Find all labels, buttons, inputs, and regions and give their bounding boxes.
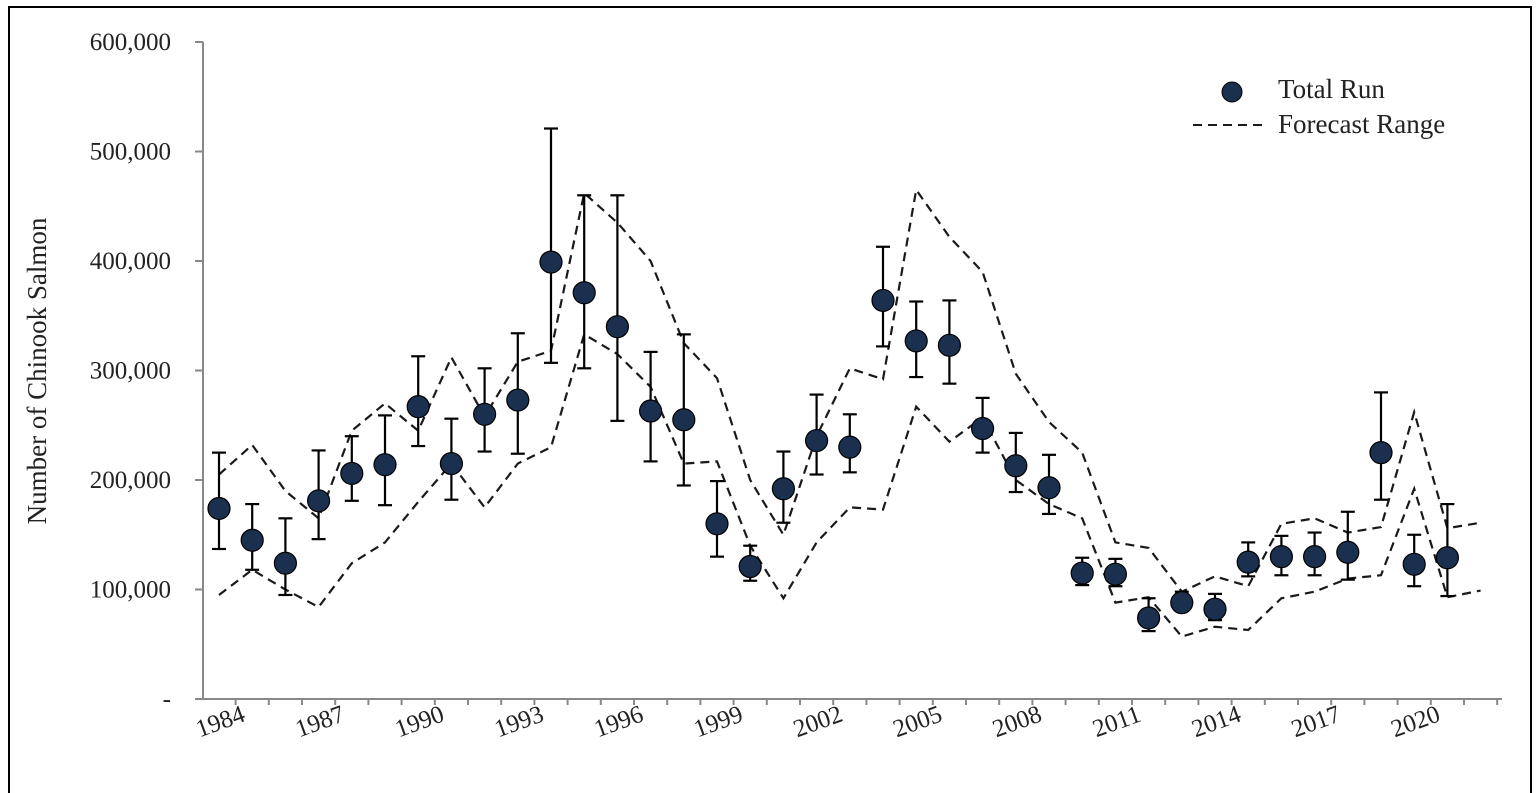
total-run-point [539, 250, 563, 274]
total-run-point [307, 489, 331, 513]
y-tick-label: 300,000 [90, 358, 171, 385]
total-run-point [473, 402, 497, 426]
total-run-point [1302, 545, 1327, 569]
total-run-point [1170, 591, 1194, 615]
total-run-point [207, 496, 231, 521]
y-ticks: - 100,000 200,000 300,000 400,000 500,000 600,… [90, 29, 203, 713]
x-tick-label: 2005 [890, 701, 946, 743]
total-run-point [937, 333, 962, 357]
total-run-point [1336, 540, 1360, 564]
total-run-point [1369, 441, 1393, 465]
forecast-lower-line [218, 332, 1481, 638]
legend-total-run-marker [1221, 81, 1243, 103]
total-run-point [373, 453, 397, 477]
total-run-point [638, 399, 663, 423]
total-run-point [904, 329, 928, 353]
total-run-point [273, 551, 297, 575]
forecast-upper-line [218, 187, 1481, 594]
total-run-point [771, 477, 796, 501]
x-tick-label: 2014 [1188, 701, 1245, 744]
y-axis-title: Number of Chinook Salmon [22, 217, 52, 524]
total-run-point [406, 395, 430, 419]
error-bar [610, 194, 625, 422]
x-tick-label: 1996 [591, 701, 647, 743]
x-tick-label: 1993 [491, 701, 547, 743]
total-run-point [672, 408, 696, 432]
y-tick-label: 400,000 [90, 248, 171, 275]
total-run-point [1070, 561, 1094, 585]
total-run-point [1435, 546, 1460, 570]
total-run-point [1269, 545, 1294, 569]
y-tick-label: - [163, 686, 171, 713]
total-run-point [871, 288, 895, 313]
x-tick-label: 1999 [690, 701, 746, 743]
total-run-point [705, 512, 729, 536]
total-run-point [1037, 476, 1061, 500]
legend-forecast-label: Forecast Range [1278, 109, 1445, 139]
total-run-point [838, 435, 862, 459]
total-run-point [804, 428, 829, 453]
legend: Total Run Forecast Range [1193, 74, 1445, 139]
x-tick-label: 1984 [192, 701, 249, 744]
total-run-point [970, 416, 995, 441]
error-bar [544, 127, 558, 364]
x-tick-label: 2002 [790, 701, 846, 743]
chart-frame [8, 6, 1532, 793]
x-ticks: 1984 1987 1990 1993 1996 1999 2002 2005 2008 2011… [192, 699, 1499, 744]
total-run-point [605, 315, 630, 339]
total-run-point [1203, 597, 1227, 621]
x-tick-label: 2017 [1288, 701, 1344, 743]
total-run-point [738, 554, 762, 579]
x-tick-label: 2008 [989, 701, 1045, 743]
total-run-point [240, 528, 264, 552]
error-bars [212, 127, 1455, 633]
y-tick-label: 600,000 [90, 29, 171, 56]
total-run-point [439, 451, 463, 476]
y-tick-label: 200,000 [90, 467, 171, 494]
total-run-point [572, 281, 596, 305]
total-run-point [1004, 454, 1028, 478]
total-run-points [207, 250, 1460, 630]
y-tick-label: 100,000 [90, 577, 171, 604]
axes [202, 42, 1502, 700]
x-tick-label: 2011 [1089, 701, 1144, 743]
x-tick-label: 2020 [1388, 701, 1444, 743]
total-run-point [506, 388, 530, 412]
legend-total-run-label: Total Run [1278, 74, 1385, 104]
total-run-point [1402, 552, 1426, 576]
total-run-point [1236, 550, 1260, 574]
total-run-point [340, 461, 364, 486]
y-tick-label: 500,000 [90, 139, 171, 166]
x-tick-label: 1990 [392, 701, 448, 743]
total-run-point [1136, 606, 1161, 630]
x-tick-label: 1987 [292, 701, 348, 743]
total-run-point [1103, 562, 1128, 586]
